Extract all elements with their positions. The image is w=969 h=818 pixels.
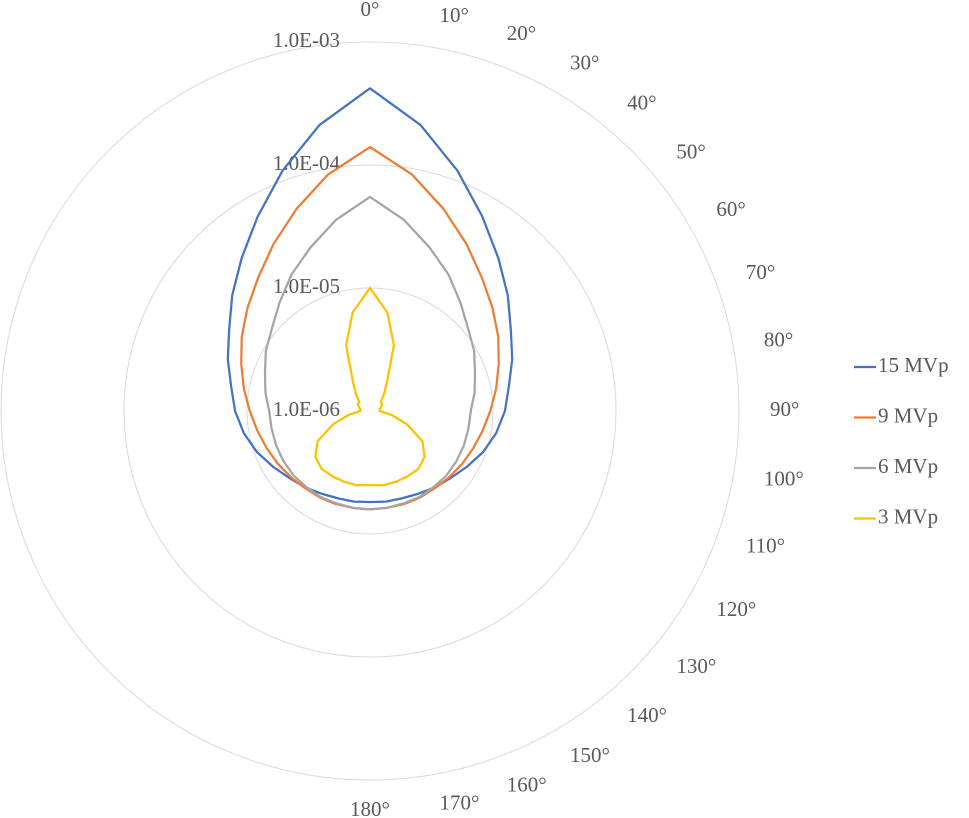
angle-label: 10° [439,3,468,27]
angle-label: 60° [716,197,745,221]
grid-ring [123,164,617,658]
legend-label: 15 MVp [878,353,949,377]
r-tick-label: 1.0E-04 [273,151,341,175]
angle-label: 130° [676,654,716,678]
angle-label: 70° [746,260,775,284]
legend-label: 9 MVp [878,403,938,427]
angle-label: 160° [507,773,547,797]
angle-label: 120° [716,597,756,621]
angle-label: 110° [746,534,785,558]
r-tick-label: 1.0E-06 [273,397,340,421]
grid-ring [0,41,740,781]
angle-label: 100° [764,466,804,490]
legend-label: 6 MVp [878,454,938,478]
angle-label: 80° [764,327,793,351]
series-line [314,286,426,487]
angle-label: 140° [627,703,667,727]
angle-label: 30° [570,50,599,74]
angle-label: 50° [676,140,705,164]
r-tick-label: 1.0E-03 [273,28,340,52]
angle-label: 40° [627,90,656,114]
legend-label: 3 MVp [878,504,938,528]
angle-label: 180° [350,797,390,818]
series-line [263,195,477,511]
angle-label: 0° [361,0,380,21]
angle-label: 170° [439,791,479,815]
angle-label: 150° [570,743,610,767]
angle-label: 90° [770,397,799,421]
angle-label: 20° [507,21,536,45]
series-line [226,87,514,504]
